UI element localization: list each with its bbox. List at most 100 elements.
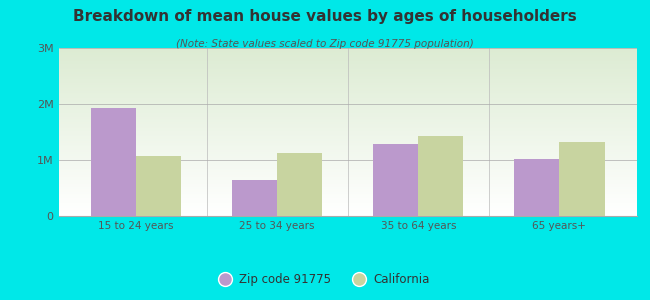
Bar bbox=[58, 142, 637, 143]
Bar bbox=[58, 56, 637, 57]
Bar bbox=[58, 131, 637, 132]
Bar bbox=[58, 182, 637, 183]
Bar bbox=[58, 98, 637, 99]
Bar bbox=[232, 180, 277, 216]
Bar bbox=[58, 127, 637, 128]
Bar bbox=[58, 86, 637, 87]
Bar bbox=[58, 85, 637, 86]
Bar bbox=[58, 115, 637, 116]
Bar bbox=[58, 103, 637, 104]
Bar bbox=[58, 59, 637, 60]
Bar bbox=[58, 172, 637, 173]
Bar bbox=[58, 63, 637, 64]
Bar bbox=[58, 187, 637, 188]
Bar bbox=[58, 58, 637, 59]
Bar bbox=[58, 92, 637, 93]
Bar bbox=[58, 91, 637, 92]
Bar bbox=[58, 99, 637, 100]
Bar bbox=[58, 171, 637, 172]
Bar bbox=[58, 174, 637, 175]
Bar bbox=[58, 118, 637, 119]
Bar bbox=[58, 168, 637, 169]
Bar bbox=[58, 49, 637, 50]
Bar bbox=[58, 77, 637, 78]
Bar bbox=[58, 84, 637, 85]
Bar bbox=[58, 206, 637, 207]
Bar bbox=[58, 154, 637, 155]
Bar bbox=[58, 83, 637, 84]
Bar bbox=[58, 214, 637, 215]
Bar bbox=[58, 129, 637, 130]
Bar bbox=[58, 195, 637, 196]
Bar bbox=[58, 213, 637, 214]
Bar bbox=[58, 162, 637, 163]
Bar bbox=[58, 164, 637, 165]
Bar bbox=[58, 106, 637, 107]
Bar bbox=[58, 138, 637, 139]
Bar bbox=[58, 100, 637, 101]
Bar bbox=[58, 143, 637, 144]
Bar bbox=[58, 201, 637, 202]
Bar bbox=[560, 142, 604, 216]
Text: Breakdown of mean house values by ages of householders: Breakdown of mean house values by ages o… bbox=[73, 9, 577, 24]
Bar bbox=[58, 62, 637, 63]
Bar bbox=[58, 134, 637, 135]
Bar bbox=[58, 141, 637, 142]
Bar bbox=[58, 128, 637, 129]
Bar bbox=[58, 50, 637, 51]
Bar bbox=[58, 139, 637, 140]
Bar bbox=[58, 159, 637, 160]
Bar bbox=[58, 149, 637, 150]
Bar bbox=[58, 57, 637, 58]
Bar bbox=[58, 82, 637, 83]
Bar bbox=[58, 114, 637, 115]
Bar bbox=[58, 176, 637, 177]
Bar bbox=[58, 146, 637, 147]
Bar bbox=[58, 169, 637, 170]
Bar bbox=[58, 153, 637, 154]
Bar bbox=[58, 112, 637, 113]
Bar bbox=[58, 95, 637, 96]
Bar bbox=[58, 188, 637, 189]
Bar bbox=[58, 48, 637, 49]
Bar bbox=[58, 158, 637, 159]
Bar bbox=[58, 173, 637, 174]
Bar bbox=[58, 116, 637, 117]
Bar bbox=[58, 202, 637, 203]
Bar bbox=[58, 124, 637, 125]
Bar bbox=[58, 207, 637, 208]
Bar bbox=[58, 121, 637, 122]
Bar bbox=[58, 109, 637, 110]
Bar bbox=[419, 136, 463, 216]
Bar bbox=[58, 155, 637, 156]
Bar bbox=[277, 153, 322, 216]
Bar bbox=[58, 199, 637, 200]
Bar bbox=[58, 136, 637, 137]
Bar bbox=[58, 55, 637, 56]
Bar bbox=[58, 65, 637, 66]
Bar bbox=[58, 208, 637, 209]
Bar bbox=[58, 104, 637, 105]
Bar bbox=[58, 175, 637, 176]
Bar bbox=[58, 179, 637, 180]
Bar bbox=[58, 51, 637, 52]
Bar bbox=[58, 68, 637, 69]
Bar bbox=[58, 189, 637, 190]
Bar bbox=[58, 132, 637, 133]
Bar bbox=[58, 79, 637, 80]
Bar bbox=[58, 72, 637, 73]
Bar bbox=[58, 67, 637, 68]
Bar bbox=[58, 196, 637, 197]
Bar bbox=[58, 75, 637, 76]
Bar bbox=[58, 94, 637, 95]
Bar bbox=[58, 90, 637, 91]
Bar bbox=[58, 53, 637, 54]
Bar bbox=[58, 122, 637, 123]
Bar bbox=[58, 152, 637, 153]
Bar bbox=[514, 159, 560, 216]
Bar bbox=[58, 170, 637, 171]
Bar bbox=[58, 148, 637, 149]
Bar bbox=[58, 190, 637, 191]
Bar bbox=[58, 205, 637, 206]
Bar bbox=[58, 135, 637, 136]
